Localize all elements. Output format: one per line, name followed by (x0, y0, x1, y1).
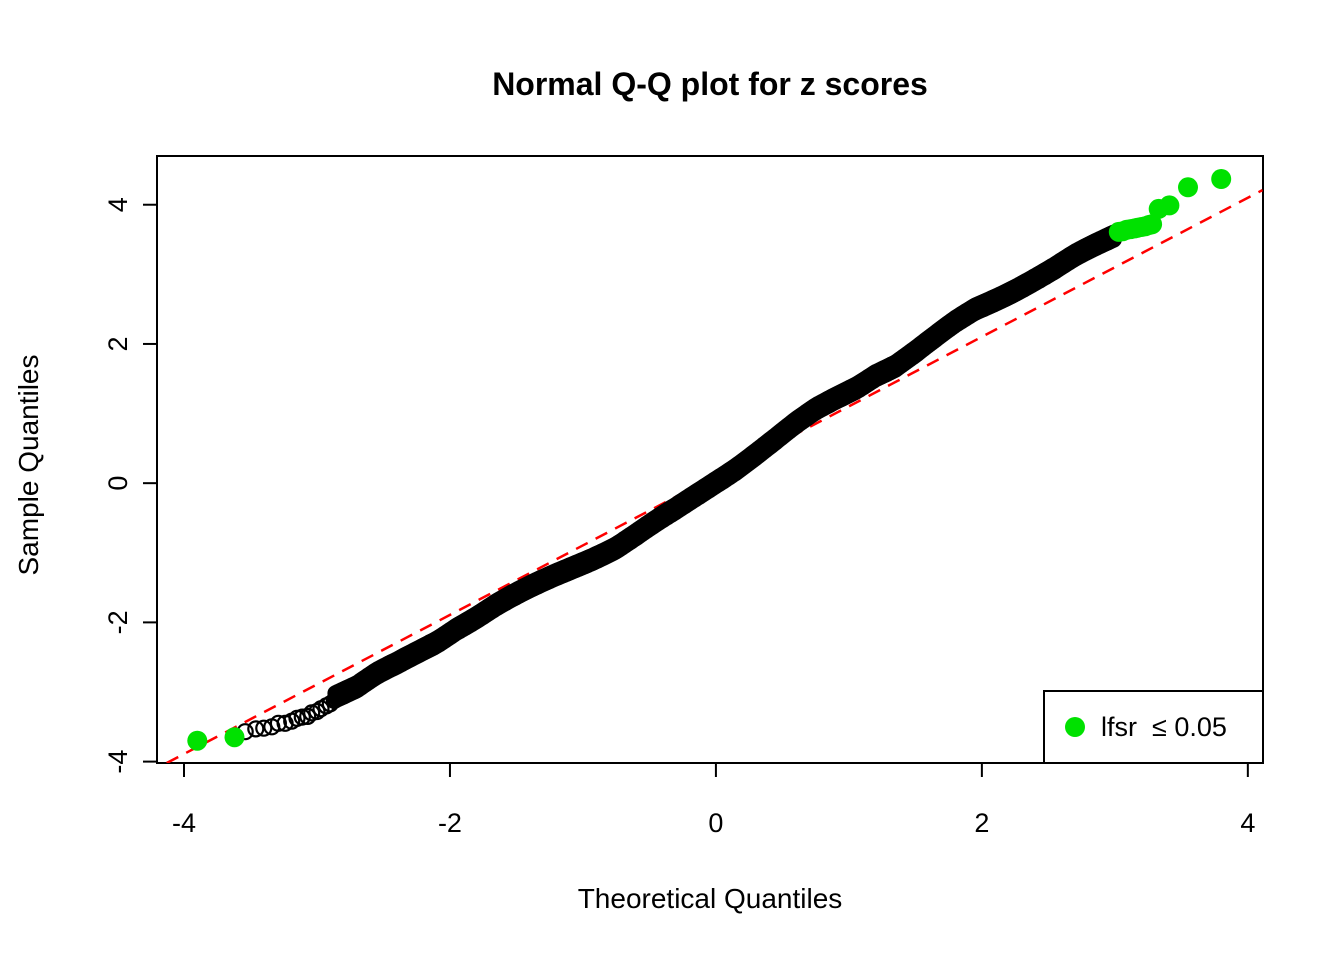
y-tick-label: 2 (103, 336, 133, 351)
plot-title: Normal Q-Q plot for z scores (492, 66, 928, 102)
y-tick-label: 4 (103, 197, 133, 212)
qq-point (293, 708, 311, 726)
x-tick-label: -2 (438, 808, 462, 838)
qq-point (255, 719, 273, 737)
significant-point (1211, 169, 1232, 189)
plot-border (156, 155, 1264, 764)
qq-point (299, 707, 317, 726)
legend-label: lfsr ≤ 0.05 (1101, 712, 1227, 742)
significant-point (1178, 177, 1198, 198)
x-axis-title: Theoretical Quantiles (578, 883, 843, 914)
legend-marker-icon (1065, 717, 1085, 737)
qq-tail-points (236, 224, 1129, 741)
qq-point (321, 695, 339, 713)
significant-point (1159, 195, 1180, 216)
y-tick-label: 0 (103, 476, 133, 491)
x-tick-label: 4 (1240, 808, 1255, 838)
qq-point (269, 714, 287, 732)
qq-point (247, 720, 265, 738)
legend-box: lfsr ≤ 0.05 (1043, 690, 1264, 764)
qq-points-band (327, 224, 1122, 709)
significant-points (187, 169, 1232, 751)
significant-point (1142, 214, 1163, 235)
x-axis: -4 -2 0 2 4 (172, 763, 1255, 838)
x-tick-label: 2 (974, 808, 989, 838)
x-tick-label: 0 (708, 808, 723, 838)
y-axis: -4 -2 0 2 4 (103, 197, 157, 774)
y-tick-label: -2 (103, 610, 133, 634)
qq-point (308, 702, 326, 721)
significant-point (187, 730, 208, 751)
significant-point (224, 727, 245, 748)
y-axis-title: Sample Quantiles (13, 354, 44, 575)
x-tick-label: -4 (172, 808, 196, 838)
qq-point (325, 691, 343, 710)
y-tick-label: -4 (103, 750, 133, 774)
